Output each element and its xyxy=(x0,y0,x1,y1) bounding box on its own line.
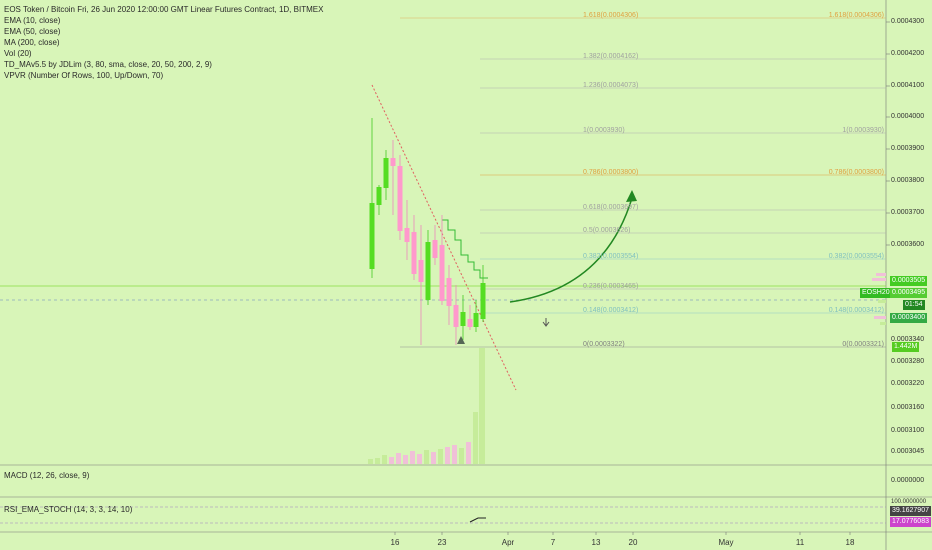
volume-tag: 1.442M xyxy=(892,342,920,352)
fib-label-right: 0(0.0003321) xyxy=(842,341,884,348)
price-label: 0.0003100 xyxy=(891,427,925,434)
fib-label: 1.382(0.0004162) xyxy=(583,53,639,60)
rsi-value-tag-2: 17.0776083 xyxy=(890,517,931,527)
time-label: Apr xyxy=(501,538,515,547)
price-label: 0.0003160 xyxy=(891,404,925,411)
price-label: 0.0004200 xyxy=(891,50,925,57)
legend-indicator-ema50[interactable]: EMA (50, close) xyxy=(4,27,61,36)
legend-indicator-ema10[interactable]: EMA (10, close) xyxy=(4,16,61,25)
fib-label-right: 0.786(0.0003800) xyxy=(828,169,884,176)
time-label: 23 xyxy=(437,538,447,547)
arrow-head xyxy=(626,190,637,202)
rsi-line xyxy=(469,517,486,523)
fib-label: 1.618(0.0004306) xyxy=(583,12,639,19)
symbol-tag[interactable]: EOSH20 xyxy=(860,288,892,298)
fib-label-right: 0.382(0.0003554) xyxy=(828,253,884,260)
fib-label-right: 1.618(0.0004306) xyxy=(828,12,884,19)
price-label: 0.0003220 xyxy=(891,380,925,387)
price-label: 0.0004300 xyxy=(891,18,925,25)
ema-line xyxy=(442,219,488,279)
fib-label: 1(0.0003930) xyxy=(583,127,625,134)
macd-zero-label: 0.0000000 xyxy=(891,477,925,484)
candlesticks[interactable] xyxy=(369,118,486,345)
fibonacci-levels[interactable] xyxy=(400,17,886,348)
price-label: 0.0003800 xyxy=(891,177,925,184)
symbol-price-tag[interactable]: 0.0003495 xyxy=(890,288,928,298)
macd-pane-label[interactable]: MACD (12, 26, close, 9) xyxy=(4,471,90,480)
price-label: 0.0003900 xyxy=(891,145,925,152)
price-label: 0.0003600 xyxy=(891,241,925,248)
price-ticks xyxy=(886,21,890,246)
legend-indicator-tdma[interactable]: TD_MAv5.5 by JDLim (3, 80, sma, close, 2… xyxy=(4,60,212,69)
time-label: 16 xyxy=(390,538,400,547)
time-label: 7 xyxy=(550,538,556,547)
time-label: 11 xyxy=(795,538,805,547)
projection-arrow[interactable] xyxy=(509,197,633,303)
legend-indicator-ma200[interactable]: MA (200, close) xyxy=(4,38,60,47)
legend-title[interactable]: EOS Token / Bitcoin Fri, 26 Jun 2020 12:… xyxy=(4,5,324,14)
fib-label-right: 0.148(0.0003412) xyxy=(828,307,884,314)
time-label: 20 xyxy=(628,538,638,547)
rsi-pane-label[interactable]: RSI_EMA_STOCH (14, 3, 3, 14, 10) xyxy=(4,505,133,514)
fib-label: 0.148(0.0003412) xyxy=(583,307,639,314)
fib-label-right: 1(0.0003930) xyxy=(842,127,884,134)
legend-indicator-vpvr[interactable]: VPVR (Number Of Rows, 100, Up/Down, 70) xyxy=(4,71,164,80)
price-label: 0.0003280 xyxy=(891,358,925,365)
level-price-tag: 0.0003400 xyxy=(890,313,928,323)
trend-line[interactable] xyxy=(371,84,517,391)
down-arrow-icon xyxy=(542,318,550,327)
time-label: 18 xyxy=(845,538,855,547)
price-label: 0.0004100 xyxy=(891,82,925,89)
time-label: 13 xyxy=(591,538,601,547)
last-price-tag[interactable]: 0.0003505 xyxy=(890,276,928,286)
legend-indicator-vol[interactable]: Vol (20) xyxy=(4,49,32,58)
fib-label: 0.236(0.0003465) xyxy=(583,283,639,290)
price-label: 0.0003700 xyxy=(891,209,925,216)
fib-label: 0.618(0.0003697) xyxy=(583,204,639,211)
time-label: May xyxy=(718,538,734,547)
rsi-top-label: 100.0000000 xyxy=(891,499,927,505)
price-label: 0.0003045 xyxy=(891,448,925,455)
countdown-tag: 01:54 xyxy=(903,300,925,310)
volume-bars xyxy=(368,348,485,464)
price-label: 0.0004000 xyxy=(891,113,925,120)
fib-label: 0.5(0.0003626) xyxy=(583,227,631,234)
vpvr-histogram xyxy=(872,273,886,325)
fib-label: 0(0.0003322) xyxy=(583,341,625,348)
fib-label: 0.382(0.0003554) xyxy=(583,253,639,260)
price-label: 0.0003340 xyxy=(891,336,925,343)
rsi-value-tag: 39.1627907 xyxy=(890,506,931,516)
fib-label: 0.786(0.0003800) xyxy=(583,169,639,176)
fib-label: 1.236(0.0004073) xyxy=(583,82,639,89)
chart-legend: EOS Token / Bitcoin Fri, 26 Jun 2020 12:… xyxy=(4,4,323,81)
time-ticks xyxy=(394,532,851,535)
